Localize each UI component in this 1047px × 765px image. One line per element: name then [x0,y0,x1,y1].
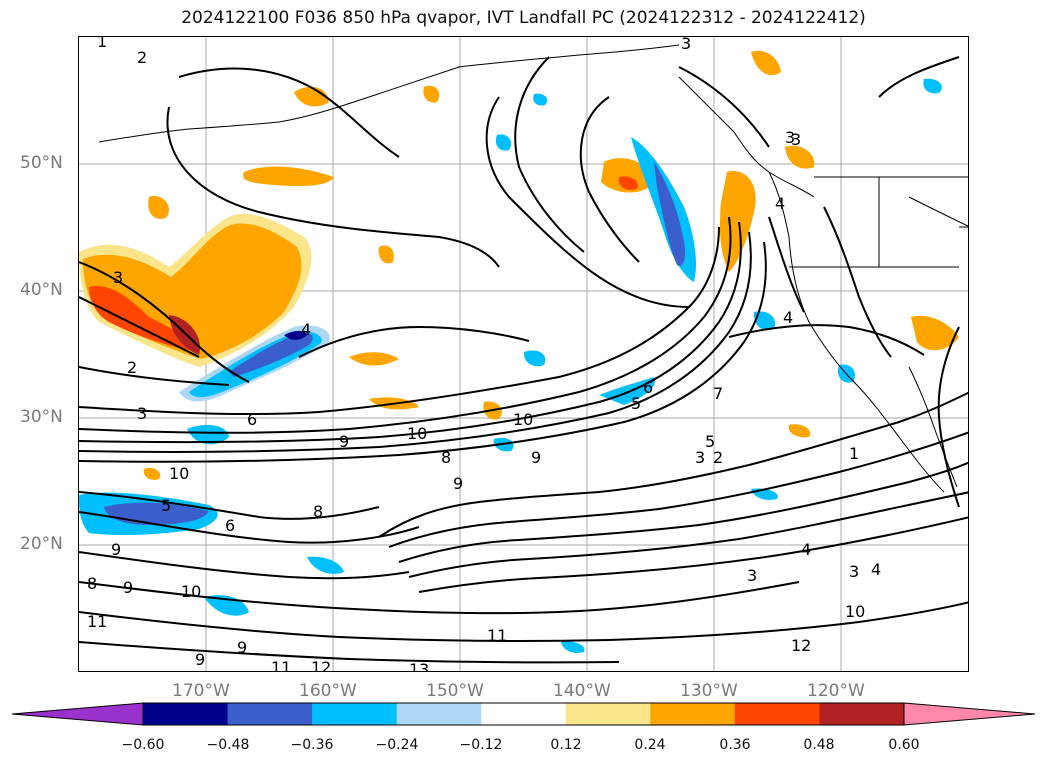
contour-label: 13 [409,660,429,672]
colorbar [11,702,1036,726]
contour-label: 9 [531,448,541,467]
colorbar-tick: −0.12 [459,737,503,753]
contour-label: 4 [775,194,785,213]
contour-label: 9 [123,578,133,597]
coastlines [98,44,968,493]
lon-label-150: 150°W [426,681,484,701]
colorbar-extend-high [903,702,1036,726]
lat-label-40: 40°N [20,280,63,300]
contour-label: 8 [87,574,97,593]
contour-label: 3 [681,37,691,53]
contour-label: 3 [791,130,801,149]
contour-label: 7 [713,384,723,403]
contour-label: 4 [783,308,793,327]
contour-label: 10 [845,602,865,621]
colorbar-segment [143,703,229,725]
contour-label: 11 [271,658,291,672]
colorbar-segment [819,703,905,725]
contour-label: 10 [513,410,533,429]
contour-label: 9 [453,474,463,493]
contour-label: 9 [339,432,349,451]
lat-label-30: 30°N [20,407,63,427]
lon-label-120: 120°W [807,681,865,701]
contour-label: 3 [747,566,757,585]
contour-label: 6 [225,516,235,535]
colorbar-tick: −0.36 [290,737,334,753]
contour-label: 3 [137,404,147,423]
colorbar-segment [565,703,651,725]
contour-label-layer: 1 2 3 3 2 3 4 6 9 10 10 8 9 9 10 5 6 9 8… [87,37,881,672]
colorbar-tick: 0.24 [634,737,666,753]
contour-label: 8 [313,502,323,521]
colorbar-segment [481,703,567,725]
colorbar-segment [396,703,482,725]
contour-label: 2 [127,358,137,377]
colorbar-tick: 0.36 [719,737,751,753]
colorbar-extend-low [11,702,144,726]
contour-label: 2 [137,48,147,67]
contour-label: 3 [113,268,123,287]
contour-label: 4 [301,320,311,339]
shading-positive [79,50,959,480]
map-canvas: 1 2 3 3 2 3 4 6 9 10 10 8 9 9 10 5 6 9 8… [79,37,968,672]
contour-label: 9 [195,650,205,669]
colorbar-segment [227,703,313,725]
contour-label: 3 [785,128,795,147]
contour-label: 3 [695,448,705,467]
map-panel: 1 2 3 3 2 3 4 6 9 10 10 8 9 9 10 5 6 9 8… [78,36,969,672]
contour-label: 10 [169,464,189,483]
lat-label-20: 20°N [20,534,63,554]
contour-label: 9 [111,540,121,559]
colorbar-tick: −0.60 [121,737,165,753]
contour-label: 3 [849,562,859,581]
contour-label: 8 [441,448,451,467]
colorbar-segment [312,703,398,725]
shading-negative [79,78,942,653]
colorbar-tick: 0.60 [888,737,920,753]
colorbar-segment [734,703,820,725]
contour-label: 11 [87,612,107,631]
contour-label: 4 [871,560,881,579]
colorbar-tick: −0.48 [206,737,250,753]
contour-label: 2 [713,448,723,467]
contour-label: 10 [181,582,201,601]
lat-label-50: 50°N [20,153,63,173]
colorbar-tick: 0.12 [550,737,582,753]
contours [79,56,968,664]
contour-label: 12 [791,636,811,655]
contour-label: 1 [97,37,107,51]
contour-label: 6 [247,410,257,429]
contour-label: 1 [849,444,859,463]
lon-label-140: 140°W [553,681,611,701]
colorbar-tick: −0.24 [375,737,419,753]
contour-label: 11 [487,626,507,645]
contour-label: 5 [631,394,641,413]
lon-label-170: 170°W [172,681,230,701]
contour-label: 6 [643,378,653,397]
contour-label: 5 [705,432,715,451]
contour-label: 12 [311,658,331,672]
lon-label-160: 160°W [299,681,357,701]
contour-label: 4 [801,540,811,559]
colorbar-segment [650,703,736,725]
map-title: 2024122100 F036 850 hPa qvapor, IVT Land… [181,8,866,28]
colorbar-segments [11,702,1036,726]
colorbar-tick: 0.48 [803,737,835,753]
contour-label: 5 [161,496,171,515]
contour-label: 10 [407,424,427,443]
contour-label: 9 [237,638,247,657]
lon-label-130: 130°W [680,681,738,701]
